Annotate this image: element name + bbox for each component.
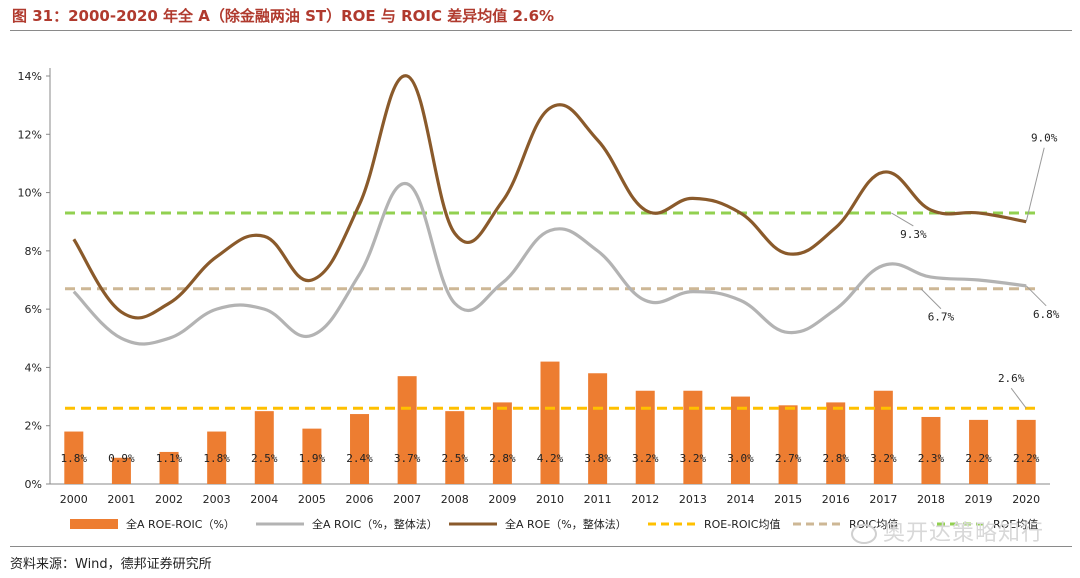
- bar-data-label: 3.0%: [727, 452, 754, 465]
- bar-data-label: 2.2%: [965, 452, 992, 465]
- bar: [397, 376, 417, 484]
- chart: 0% 2% 4% 6% 8% 10% 12% 14% 2000 2001 2002 2003 2004 2…: [18, 68, 1060, 531]
- legend-label: ROE均值: [993, 518, 1038, 531]
- x-tick-label: 2008: [441, 493, 469, 506]
- bar-data-label: 2.2%: [1013, 452, 1040, 465]
- x-tick-label: 2013: [679, 493, 707, 506]
- bar: [588, 373, 608, 484]
- x-tick-label: 2019: [965, 493, 993, 506]
- x-tick-label: 2015: [774, 493, 802, 506]
- legend-swatch: [70, 519, 118, 529]
- bar-data-label: 2.3%: [918, 452, 945, 465]
- bar: [540, 361, 560, 484]
- bar: [492, 402, 512, 484]
- bar: [207, 431, 227, 484]
- bar-data-label: 2.7%: [775, 452, 802, 465]
- annotation-label: 9.3%: [900, 228, 927, 241]
- annotation-leader: [1025, 285, 1047, 307]
- y-tick-label: 10%: [18, 187, 42, 200]
- bar: [778, 405, 798, 484]
- x-tick-label: 2003: [203, 493, 231, 506]
- bar: [826, 402, 846, 484]
- bar-data-label: 1.1%: [156, 452, 183, 465]
- bar: [921, 416, 941, 484]
- x-tick-label: 2004: [250, 493, 278, 506]
- x-tick-label: 2001: [107, 493, 135, 506]
- y-tick-label: 2%: [25, 420, 42, 433]
- x-tick-label: 2020: [1012, 493, 1040, 506]
- bar-data-label: 1.8%: [203, 452, 230, 465]
- title-rule: [10, 30, 1072, 31]
- bar-data-label: 2.5%: [251, 452, 278, 465]
- x-tick-label: 2011: [584, 493, 612, 506]
- y-tick-label: 8%: [25, 245, 42, 258]
- y-tick-label: 4%: [25, 361, 42, 374]
- source-note: 资料来源：Wind，德邦证券研究所: [10, 557, 212, 572]
- annotation-label: 9.0%: [1031, 132, 1058, 145]
- bar-data-label: 1.9%: [299, 452, 326, 465]
- bar-data-label: 3.8%: [584, 452, 611, 465]
- bar-data-label: 2.8%: [489, 452, 516, 465]
- legend-label: 全A ROE-ROIC（%）: [126, 517, 235, 531]
- x-tick-label: 2006: [346, 493, 374, 506]
- bar-data-label: 3.2%: [870, 452, 897, 465]
- bar-data-label: 1.8%: [61, 452, 88, 465]
- bar: [64, 431, 84, 484]
- x-tick-label: 2005: [298, 493, 326, 506]
- x-tick-label: 2010: [536, 493, 564, 506]
- x-tick-label: 2002: [155, 493, 183, 506]
- watermark: 奥开达策略知行: [850, 515, 1044, 547]
- wechat-icon: [850, 524, 877, 544]
- bar: [350, 414, 370, 484]
- annotation-label: 6.8%: [1033, 308, 1060, 321]
- source-rule: [10, 546, 1072, 547]
- bar-data-label: 2.5%: [442, 452, 469, 465]
- x-tick-label: 2014: [726, 493, 754, 506]
- series-line: [72, 74, 1027, 320]
- bar-data-label: 3.2%: [632, 452, 659, 465]
- x-tick-label: 2016: [822, 493, 850, 506]
- legend-label: 全A ROE（%，整体法）: [505, 517, 627, 531]
- bar: [635, 390, 655, 484]
- bar: [159, 451, 179, 484]
- bar: [969, 419, 989, 484]
- y-tick-label: 0%: [25, 478, 42, 491]
- bar: [302, 428, 322, 484]
- bar: [730, 396, 750, 484]
- annotation-leader: [891, 212, 914, 227]
- bar-data-label: 3.2%: [680, 452, 707, 465]
- annotation-leader: [1025, 147, 1045, 222]
- bar: [111, 457, 131, 484]
- bar: [1016, 419, 1036, 484]
- x-tick-label: 2007: [393, 493, 421, 506]
- legend-label: ROE-ROIC均值: [704, 518, 780, 531]
- x-tick-label: 2000: [60, 493, 88, 506]
- bar-data-label: 2.4%: [346, 452, 373, 465]
- annotation-label: 2.6%: [998, 372, 1025, 385]
- x-tick-label: 2017: [869, 493, 897, 506]
- watermark-text: 奥开达策略知行: [882, 521, 1044, 546]
- chart-title: 图 31：2000-2020 年全 A（除金融两油 ST）ROE 与 ROIC …: [12, 7, 555, 25]
- bar: [254, 411, 274, 484]
- x-tick-label: 2012: [631, 493, 659, 506]
- y-tick-label: 12%: [18, 128, 42, 141]
- bar-data-label: 3.7%: [394, 452, 421, 465]
- annotation-leader: [1010, 387, 1027, 409]
- bar-data-label: 2.8%: [822, 452, 849, 465]
- bar-data-label: 0.9%: [108, 452, 135, 465]
- x-tick-label: 2018: [917, 493, 945, 506]
- bar: [873, 390, 893, 484]
- bar: [683, 390, 703, 484]
- bar: [445, 411, 465, 484]
- bar-data-label: 4.2%: [537, 452, 564, 465]
- y-tick-label: 14%: [18, 70, 42, 83]
- annotation-leader: [920, 288, 942, 310]
- y-tick-label: 6%: [25, 303, 42, 316]
- legend-label: 全A ROIC（%，整体法）: [312, 517, 438, 531]
- annotation-label: 6.7%: [928, 311, 955, 324]
- x-tick-label: 2009: [488, 493, 516, 506]
- series-line: [72, 182, 1027, 346]
